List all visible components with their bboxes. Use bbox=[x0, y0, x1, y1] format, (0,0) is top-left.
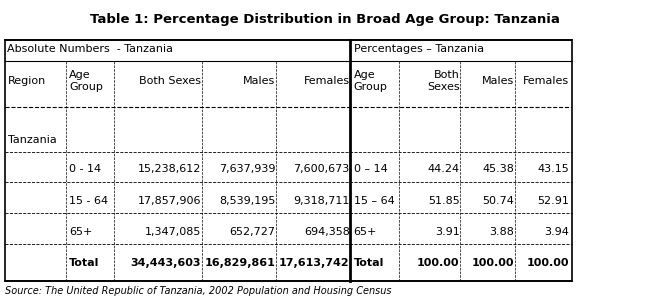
Text: Age
Group: Age Group bbox=[354, 70, 387, 92]
Text: 17,857,906: 17,857,906 bbox=[138, 196, 201, 206]
Text: Females: Females bbox=[304, 76, 350, 86]
Text: 100.00: 100.00 bbox=[527, 258, 569, 268]
Text: 100.00: 100.00 bbox=[472, 258, 515, 268]
Text: 8,539,195: 8,539,195 bbox=[219, 196, 275, 206]
Text: Region: Region bbox=[8, 76, 46, 86]
Text: 694,358: 694,358 bbox=[304, 227, 350, 237]
Text: Age
Group: Age Group bbox=[69, 70, 103, 92]
Text: 50.74: 50.74 bbox=[483, 196, 515, 206]
Text: 15 - 64: 15 - 64 bbox=[69, 196, 108, 206]
Text: Source: The United Republic of Tanzania, 2002 Population and Housing Census: Source: The United Republic of Tanzania,… bbox=[5, 286, 391, 296]
Text: 43.15: 43.15 bbox=[537, 164, 569, 174]
Text: 17,613,742: 17,613,742 bbox=[279, 258, 350, 268]
Text: 0 – 14: 0 – 14 bbox=[354, 164, 387, 174]
Text: Males: Males bbox=[482, 76, 515, 86]
Text: 7,600,673: 7,600,673 bbox=[293, 164, 350, 174]
Text: 51.85: 51.85 bbox=[428, 196, 459, 206]
Text: Table 1: Percentage Distribution in Broad Age Group: Tanzania: Table 1: Percentage Distribution in Broa… bbox=[90, 13, 559, 26]
Text: 15,238,612: 15,238,612 bbox=[138, 164, 201, 174]
Text: Both Sexes: Both Sexes bbox=[139, 76, 201, 86]
Text: Absolute Numbers  - Tanzania: Absolute Numbers - Tanzania bbox=[6, 44, 173, 54]
Text: 15 – 64: 15 – 64 bbox=[354, 196, 395, 206]
Text: Tanzania: Tanzania bbox=[8, 135, 56, 145]
Text: 3.91: 3.91 bbox=[435, 227, 459, 237]
Text: Total: Total bbox=[69, 258, 99, 268]
Text: 3.94: 3.94 bbox=[545, 227, 569, 237]
Text: 52.91: 52.91 bbox=[537, 196, 569, 206]
Text: 1,347,085: 1,347,085 bbox=[145, 227, 201, 237]
Text: 652,727: 652,727 bbox=[229, 227, 275, 237]
Bar bbox=[5, 40, 572, 281]
Text: 0 - 14: 0 - 14 bbox=[69, 164, 101, 174]
Text: Males: Males bbox=[243, 76, 275, 86]
Text: 65+: 65+ bbox=[354, 227, 377, 237]
Text: 34,443,603: 34,443,603 bbox=[130, 258, 201, 268]
Text: 16,829,861: 16,829,861 bbox=[204, 258, 275, 268]
Text: 44.24: 44.24 bbox=[428, 164, 459, 174]
Text: 45.38: 45.38 bbox=[483, 164, 515, 174]
Text: Females: Females bbox=[523, 76, 569, 86]
Text: Percentages – Tanzania: Percentages – Tanzania bbox=[354, 44, 484, 54]
Text: 9,318,711: 9,318,711 bbox=[293, 196, 350, 206]
Text: Total: Total bbox=[354, 258, 384, 268]
Text: 100.00: 100.00 bbox=[417, 258, 459, 268]
Text: 65+: 65+ bbox=[69, 227, 93, 237]
Text: 7,637,939: 7,637,939 bbox=[219, 164, 275, 174]
Text: Both
Sexes: Both Sexes bbox=[427, 70, 459, 92]
Text: 3.88: 3.88 bbox=[489, 227, 515, 237]
